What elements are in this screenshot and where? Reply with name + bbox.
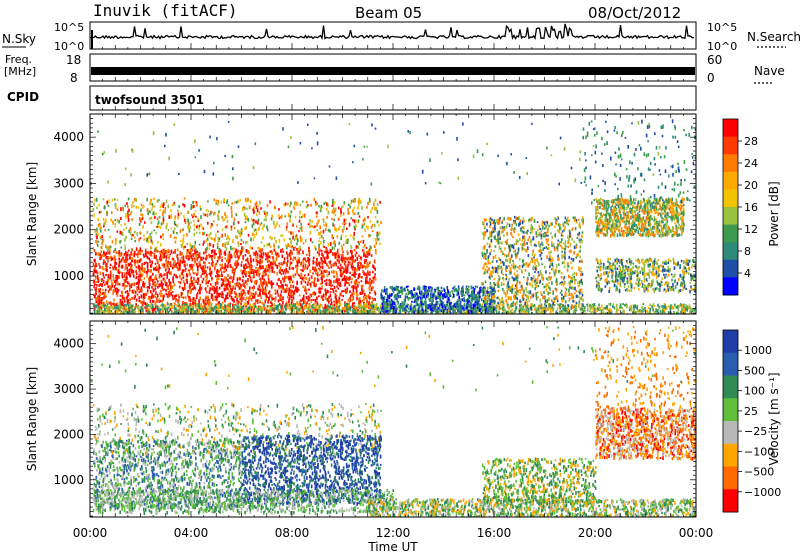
freq-right-tick-top: 60 <box>707 53 722 67</box>
velocity-colorbar-swatch <box>723 489 738 513</box>
x-tick-label: 12:00 <box>376 526 411 540</box>
freq-right-tick-bottom: 0 <box>707 71 715 85</box>
frequency-panel: Freq. [MHz] 18 8 60 0 Nave <box>4 53 785 85</box>
power-y-tick-label: 3000 <box>53 176 84 190</box>
power-colorbar: 28 24 20 16 12 8 4 <box>722 118 758 296</box>
velocity-y-tick-label: 4000 <box>53 337 84 351</box>
velocity-colorbar-title: Velocity [m s⁻¹] <box>767 372 781 465</box>
power-colorbar-tick: 4 <box>744 267 751 280</box>
cpid-mode: twofsound 3501 <box>95 93 204 107</box>
velocity-colorbar: 1000 500 100 25 −25 −100 −500 −1000 <box>722 329 781 513</box>
velocity-colorbar-tick: −100 <box>744 445 774 458</box>
power-colorbar-swatch <box>723 119 738 138</box>
power-colorbar-swatch <box>723 259 738 278</box>
velocity-colorbar-tick: −25 <box>744 425 767 438</box>
velocity-colorbar-swatch <box>723 443 738 467</box>
power-colorbar-swatch <box>723 171 738 190</box>
x-tick-label: 20:00 <box>578 526 613 540</box>
velocity-y-tick-label: 3000 <box>53 382 84 396</box>
freq-left-tick-bottom: 8 <box>70 71 78 85</box>
noise-left-label: N.Sky <box>2 32 36 46</box>
x-tick-label: 08:00 <box>275 526 310 540</box>
cpid-label: CPID <box>7 90 39 104</box>
power-colorbar-swatch <box>723 224 738 243</box>
power-colorbar-swatch <box>723 242 738 261</box>
velocity-colorbar-tick: −1000 <box>744 486 781 499</box>
x-tick-label: 04:00 <box>174 526 209 540</box>
power-colorbar-swatch <box>723 277 738 296</box>
station-title: Inuvik (fitACF) <box>93 1 238 20</box>
power-y-tick-label: 4000 <box>53 130 84 144</box>
velocity-colorbar-swatch <box>723 466 738 490</box>
freq-label-1: Freq. <box>5 53 32 66</box>
x-tick-label: 00:00 <box>73 526 108 540</box>
freq-left-tick-top: 18 <box>66 53 81 67</box>
velocity-colorbar-swatch <box>723 375 738 399</box>
velocity-colorbar-swatch <box>723 421 738 445</box>
noise-right-tick-bottom: 10^0 <box>707 40 737 53</box>
date-title: 08/Oct/2012 <box>588 4 681 22</box>
x-tick-label: 16:00 <box>477 526 512 540</box>
power-panel: 4000 3000 2000 1000 Slant Range [km] 28 24 20… <box>25 113 781 315</box>
x-tick-label: 00:00 <box>679 526 714 540</box>
power-colorbar-swatch <box>723 207 738 226</box>
noise-trace <box>90 23 695 49</box>
velocity-colorbar-tick: 100 <box>744 385 765 398</box>
velocity-colorbar-tick: −500 <box>744 466 774 479</box>
velocity-colorbar-tick: 500 <box>744 364 765 377</box>
power-colorbar-swatch <box>723 154 738 173</box>
power-colorbar-swatch <box>723 136 738 155</box>
noise-right-tick-top: 10^5 <box>707 21 737 34</box>
noise-right-label: N.Search <box>747 30 800 44</box>
velocity-colorbar-swatch <box>723 330 738 354</box>
power-colorbar-tick: 8 <box>744 245 751 258</box>
velocity-panel: 4000 3000 2000 1000 Slant Range [km] 1000 50… <box>25 320 781 518</box>
power-ylabel: Slant Range [km] <box>25 162 39 266</box>
freq-label-2: [MHz] <box>4 65 36 78</box>
xaxis-label: Time UT <box>367 540 418 554</box>
time-axis: 00:00 04:00 08:00 12:00 16:00 20:00 00:00 <box>73 43 714 540</box>
cpid-panel: CPID twofsound 3501 <box>7 85 697 111</box>
velocity-y-tick-label: 1000 <box>53 473 84 487</box>
power-y-tick-label: 2000 <box>53 223 84 237</box>
power-colorbar-tick: 20 <box>744 179 758 192</box>
velocity-colorbar-tick: 25 <box>744 405 758 418</box>
beam-title: Beam 05 <box>355 4 422 22</box>
velocity-y-tick-label: 2000 <box>53 427 84 441</box>
velocity-scatter-field <box>90 325 696 517</box>
velocity-ylabel: Slant Range [km] <box>25 367 39 471</box>
power-colorbar-tick: 28 <box>744 135 758 148</box>
power-colorbar-tick: 24 <box>744 157 758 170</box>
power-y-tick-label: 1000 <box>53 269 84 283</box>
velocity-colorbar-swatch <box>723 398 738 422</box>
velocity-colorbar-tick: 1000 <box>744 344 772 357</box>
noise-left-tick-top: 10^5 <box>54 21 84 34</box>
velocity-colorbar-swatch <box>723 352 738 376</box>
nave-label: Nave <box>754 64 785 78</box>
power-colorbar-tick: 16 <box>744 201 758 214</box>
noise-panel: N.Sky 10^5 10^0 10^5 10^0 N.Search <box>2 21 800 53</box>
power-colorbar-swatch <box>723 189 738 208</box>
noise-left-tick-bottom: 10^0 <box>54 40 84 53</box>
power-colorbar-title: Power [dB] <box>767 181 781 246</box>
power-scatter-field <box>90 119 696 314</box>
power-colorbar-tick: 12 <box>744 223 758 236</box>
